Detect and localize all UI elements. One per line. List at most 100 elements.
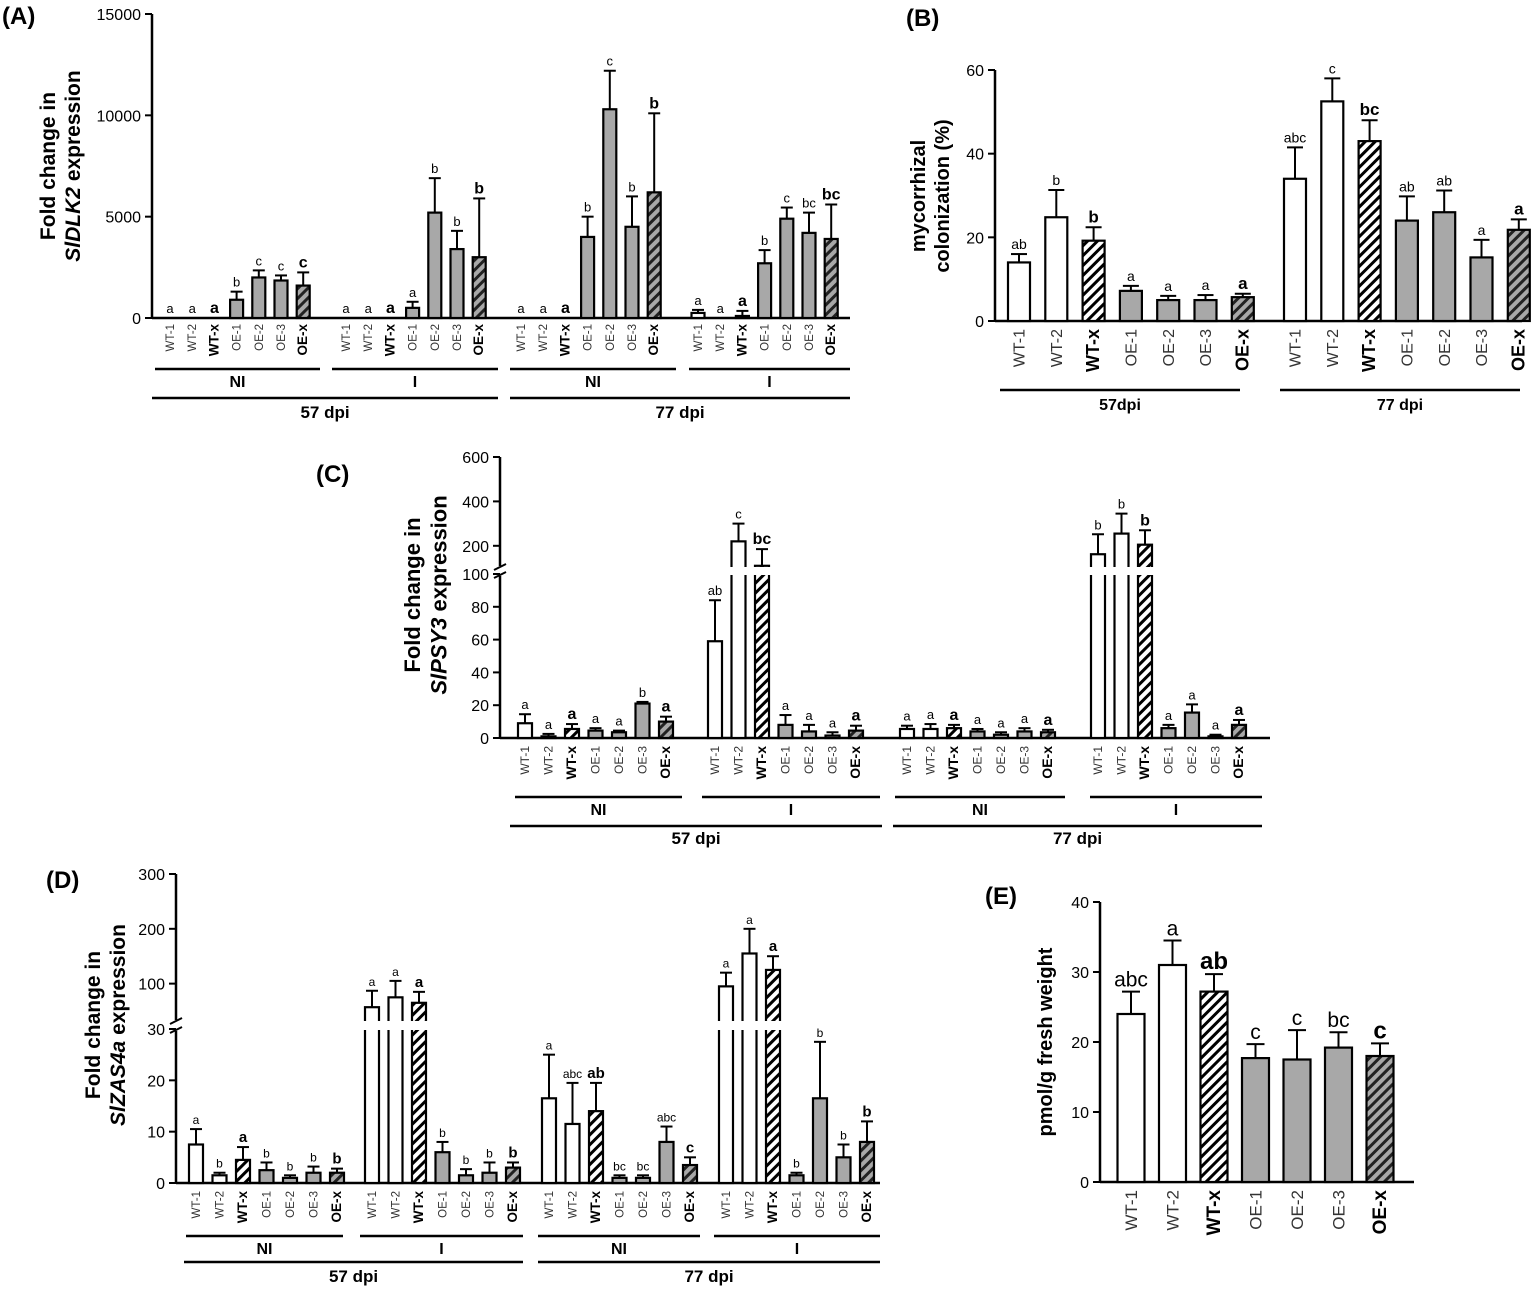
group-label: NI <box>257 1241 273 1258</box>
bar <box>427 211 443 320</box>
significance-letter: a <box>517 301 525 316</box>
significance-letter: b <box>793 1157 800 1171</box>
category-label: OE-x <box>1508 329 1528 371</box>
y-axis-label-gene: SlDLK2 <box>62 187 85 262</box>
significance-letter: c <box>1373 1017 1386 1044</box>
y-tick-label: 0 <box>1080 1175 1089 1192</box>
category-label: OE-x <box>823 324 838 356</box>
significance-letter: ab <box>1399 178 1415 194</box>
category-label: OE-1 <box>779 746 793 774</box>
significance-letter: a <box>415 974 424 991</box>
category-label: OE-2 <box>605 324 617 351</box>
bar <box>305 1171 322 1185</box>
significance-letter: b <box>817 1026 824 1040</box>
group-label: NI <box>972 802 988 819</box>
category-label: WT-1 <box>518 746 532 775</box>
bar <box>1432 211 1457 323</box>
category-label: WT-x <box>753 746 769 780</box>
bar <box>611 1176 628 1185</box>
y-tick-label: 20 <box>1071 1035 1089 1052</box>
significance-letter: a <box>615 714 623 729</box>
significance-letter: a <box>1212 718 1220 733</box>
category-label: OE-1 <box>589 746 603 774</box>
category-label: OE-x <box>1039 746 1055 779</box>
bar <box>1006 261 1032 323</box>
y-axis-label-line2: colonization (%) <box>932 119 954 272</box>
category-label: OE-1 <box>615 1191 627 1218</box>
group-label: 77 dpi <box>684 1267 733 1286</box>
bar <box>516 722 534 740</box>
bar <box>405 306 421 320</box>
significance-letter: b <box>1094 517 1101 532</box>
y-axis-label-line1: Fold change in <box>37 92 60 240</box>
category-label: WT-1 <box>544 1191 556 1218</box>
significance-letter: b <box>1088 207 1098 226</box>
category-label: WT-1 <box>367 1191 379 1218</box>
significance-letter: b <box>639 685 646 700</box>
significance-letter: a <box>1167 918 1179 941</box>
category-label: OE-1 <box>971 746 985 774</box>
bar <box>969 730 986 740</box>
significance-letter: b <box>332 1151 341 1168</box>
category-label: OE-3 <box>627 324 639 351</box>
bar <box>234 1158 252 1185</box>
category-label: OE-3 <box>1018 746 1032 774</box>
bar <box>587 729 604 740</box>
significance-letter: a <box>392 965 399 979</box>
category-label: WT-x <box>765 1191 780 1224</box>
y-axis-label: Fold change in SlZAS4a expression <box>82 924 130 1126</box>
significance-letter: a <box>592 711 600 726</box>
category-label: WT-2 <box>542 746 556 775</box>
category-label: OE-3 <box>452 324 464 351</box>
significance-letter: c <box>278 258 285 273</box>
category-label: OE-x <box>682 1191 697 1223</box>
bar <box>1469 256 1494 323</box>
significance-letter: bc <box>822 187 841 204</box>
y-tick-label: 200 <box>138 922 165 939</box>
category-label: WT-2 <box>715 324 727 351</box>
category-label: WT-x <box>411 1191 426 1224</box>
bar <box>1230 296 1255 323</box>
category-label: WT-x <box>945 746 961 780</box>
panel-d: (D) 0 10 20 30 100 200 300 Fold change in SlZAS4a… <box>46 867 880 1286</box>
category-label: WT-1 <box>708 746 722 775</box>
category-label: WT-2 <box>1163 1190 1182 1231</box>
category-label: OE-x <box>329 1191 344 1223</box>
bar <box>741 952 758 1185</box>
significance-letter: a <box>521 697 529 712</box>
group-label: 57dpi <box>1099 397 1141 414</box>
significance-letter: a <box>1188 687 1196 702</box>
category-label: OE-3 <box>636 746 650 774</box>
significance-letter: a <box>746 913 753 927</box>
significance-letter: a <box>1238 274 1248 293</box>
y-tick-label: 10000 <box>97 108 142 125</box>
significance-letter: a <box>829 715 837 730</box>
bar <box>858 1140 876 1185</box>
panel-label: (E) <box>985 883 1017 910</box>
bar-break-gap <box>1089 567 1107 575</box>
significance-letter: ab <box>1200 948 1228 975</box>
bar <box>658 1140 675 1185</box>
category-label: WT-1 <box>341 324 353 351</box>
bar <box>657 720 675 740</box>
bar <box>1160 727 1177 740</box>
significance-letter: b <box>463 1153 470 1167</box>
significance-letter: a <box>365 301 373 316</box>
significance-letter: c <box>1250 1021 1261 1044</box>
bar-break-gap <box>753 567 771 575</box>
y-tick-label: 20 <box>147 1073 165 1090</box>
bar-break-gap <box>1112 567 1131 575</box>
category-label: WT-2 <box>538 324 550 351</box>
y-tick-label: 40 <box>471 665 489 682</box>
y-axis-label-line1: mycorrhizal <box>908 140 930 252</box>
bar <box>187 1143 205 1185</box>
bar-break-gap <box>740 1021 759 1030</box>
significance-letter: a <box>927 707 935 722</box>
bar <box>764 968 782 1185</box>
bar <box>811 1097 829 1185</box>
bar <box>540 1097 558 1185</box>
category-label: OE-1 <box>760 324 772 351</box>
bar <box>777 723 794 740</box>
significance-letter: b <box>310 1151 317 1165</box>
significance-letter: a <box>1021 711 1029 726</box>
